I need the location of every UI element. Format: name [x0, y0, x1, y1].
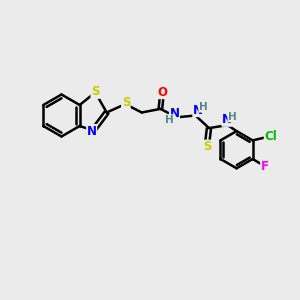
Text: N: N [222, 113, 232, 126]
Text: S: S [91, 85, 100, 98]
Text: N: N [87, 124, 97, 138]
Text: H: H [165, 115, 174, 125]
Text: S: S [203, 140, 212, 153]
Text: O: O [157, 85, 167, 99]
Text: H: H [228, 112, 237, 122]
Text: N: N [169, 106, 179, 120]
Text: N: N [193, 103, 203, 117]
Text: Cl: Cl [264, 130, 277, 143]
Text: H: H [199, 102, 208, 112]
Text: S: S [122, 96, 130, 110]
Text: F: F [261, 160, 269, 173]
